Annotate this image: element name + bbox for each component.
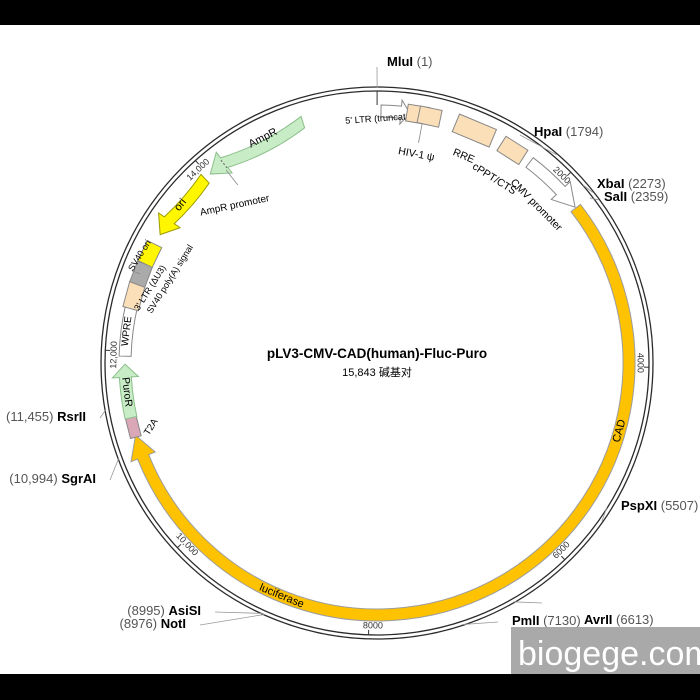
svg-text:(11,455) RsrII: (11,455) RsrII	[6, 409, 86, 424]
svg-text:pLV3-CMV-CAD(human)-Fluc-Puro: pLV3-CMV-CAD(human)-Fluc-Puro	[267, 346, 487, 361]
svg-text:8000: 8000	[363, 620, 383, 630]
svg-text:biogege.com: biogege.com	[518, 635, 700, 673]
svg-text:SalI (2359): SalI (2359)	[604, 189, 668, 204]
svg-text:(8976) NotI: (8976) NotI	[120, 616, 186, 631]
svg-text:PspXI (5507): PspXI (5507)	[621, 498, 698, 513]
svg-text:AvrII (6613): AvrII (6613)	[584, 612, 654, 627]
svg-text:PmlI (7130): PmlI (7130)	[512, 613, 581, 628]
svg-text:4000: 4000	[636, 353, 646, 373]
svg-text:MluI (1): MluI (1)	[387, 54, 433, 69]
svg-text:(10,994) SgrAI: (10,994) SgrAI	[9, 471, 96, 486]
svg-text:12,000: 12,000	[108, 341, 119, 369]
svg-text:(8995) AsiSI: (8995) AsiSI	[127, 603, 201, 618]
svg-text:15,843 碱基对: 15,843 碱基对	[342, 365, 412, 379]
svg-text:HpaI (1794): HpaI (1794)	[534, 124, 603, 139]
